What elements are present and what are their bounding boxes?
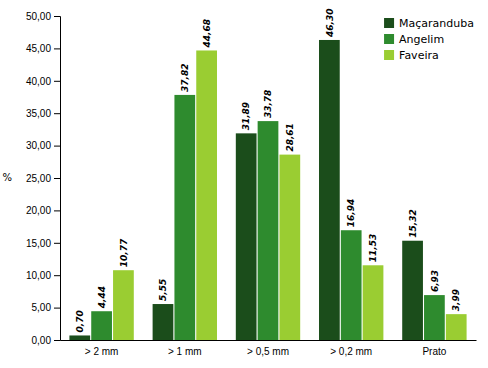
x-tick: > 0,5 mm	[247, 340, 289, 357]
legend-label: Maçaranduba	[399, 17, 474, 30]
y-tick-mark	[54, 275, 60, 276]
legend-swatch	[384, 50, 394, 60]
data-labels: 0,70 5,55 31,89 46,30 15,32 4,44 37,82 33,78 16,…	[75, 9, 461, 333]
y-tick-mark	[54, 113, 60, 114]
y-tick-label: 15,00	[26, 238, 51, 249]
bar	[196, 50, 217, 340]
y-tick-mark	[54, 48, 60, 49]
y-tick: 10,00	[26, 270, 60, 281]
legend-label: Angelim	[399, 33, 444, 46]
y-tick: 45,00	[26, 43, 60, 54]
bar	[341, 230, 362, 340]
y-tick: 40,00	[26, 76, 60, 87]
bar	[258, 121, 279, 340]
y-tick-label: 25,00	[26, 173, 51, 184]
y-tick-label: 5,00	[32, 302, 52, 313]
bars	[69, 40, 466, 340]
y-tick-mark	[54, 178, 60, 179]
bar	[174, 95, 195, 340]
y-tick-mark	[54, 340, 60, 341]
data-label: 11,53	[368, 234, 378, 262]
y-tick-mark	[54, 146, 60, 147]
x-axis: > 2 mm > 1 mm > 0,5 mm > 0,2 mm Prato	[61, 340, 477, 357]
y-tick: 25,00	[26, 173, 60, 184]
y-axis-label: %	[2, 172, 12, 183]
legend-swatch	[384, 18, 394, 28]
bar	[69, 335, 90, 340]
bar	[424, 295, 445, 340]
x-tick: Prato	[422, 340, 446, 357]
legend-item: Maçaranduba	[384, 17, 474, 30]
y-tick: 30,00	[26, 140, 60, 151]
x-tick: > 1 mm	[168, 340, 202, 357]
bar	[236, 133, 257, 340]
x-tick-label: > 0,2 mm	[330, 346, 372, 357]
plot: 0,00 5,00 10,00 15,00 20,00 25,00 30,00 35,00 40…	[2, 9, 476, 358]
x-tick: > 0,2 mm	[330, 340, 372, 357]
x-axis-line	[61, 340, 477, 341]
bar-series	[69, 40, 423, 340]
bar-series	[91, 95, 445, 340]
data-label: 33,78	[263, 90, 273, 118]
y-tick-label: 30,00	[26, 140, 51, 151]
y-tick: 35,00	[26, 108, 60, 119]
data-label: 0,70	[75, 310, 85, 332]
data-label: 28,61	[285, 123, 295, 151]
data-label: 46,30	[325, 9, 335, 38]
y-tick-mark	[54, 243, 60, 244]
data-label: 16,94	[346, 199, 356, 227]
legend-item: Faveira	[384, 49, 439, 62]
y-axis: 0,00 5,00 10,00 15,00 20,00 25,00 30,00 35,00 40…	[26, 11, 61, 346]
y-tick: 15,00	[26, 238, 60, 249]
x-tick-label: > 2 mm	[85, 346, 119, 357]
y-tick: 5,00	[32, 302, 60, 313]
y-tick: 50,00	[26, 11, 60, 22]
bar	[402, 241, 423, 340]
data-label: 10,77	[119, 238, 129, 267]
y-tick-label: 0,00	[32, 335, 52, 346]
data-label: 44,68	[202, 19, 212, 48]
x-tick-label: > 1 mm	[168, 346, 202, 357]
x-tick-label: Prato	[422, 346, 446, 357]
bar	[279, 155, 300, 340]
legend: Maçaranduba Angelim Faveira	[384, 17, 474, 62]
bar	[319, 40, 340, 340]
data-label: 15,32	[408, 209, 418, 237]
y-tick-label: 20,00	[26, 205, 51, 216]
chart: 0,00 5,00 10,00 15,00 20,00 25,00 30,00 35,00 40…	[0, 0, 488, 368]
data-label: 6,93	[430, 270, 440, 292]
bar	[91, 311, 112, 340]
bar	[363, 265, 384, 340]
y-axis-line	[54, 17, 61, 341]
y-tick-mark	[54, 308, 60, 309]
bar	[113, 270, 134, 340]
y-tick-label: 45,00	[26, 43, 51, 54]
y-tick-label: 10,00	[26, 270, 51, 281]
y-tick-mark	[54, 81, 60, 82]
legend-label: Faveira	[399, 49, 439, 62]
data-label: 5,55	[158, 279, 168, 301]
y-tick: 20,00	[26, 205, 60, 216]
y-tick-mark	[54, 16, 60, 17]
data-label: 31,89	[241, 102, 251, 130]
bar	[153, 304, 174, 340]
data-label: 37,82	[180, 63, 190, 91]
data-label: 4,44	[97, 286, 107, 309]
y-tick: 0,00	[32, 335, 60, 346]
x-tick-label: > 0,5 mm	[247, 346, 289, 357]
bar	[446, 314, 467, 340]
bar-series	[113, 50, 467, 340]
legend-item: Angelim	[384, 33, 444, 46]
y-tick-mark	[54, 210, 60, 211]
y-tick-label: 35,00	[26, 108, 51, 119]
x-tick: > 2 mm	[85, 340, 119, 357]
data-label: 3,99	[451, 289, 461, 311]
legend-swatch	[384, 34, 394, 44]
y-tick-label: 50,00	[26, 11, 51, 22]
y-tick-label: 40,00	[26, 76, 51, 87]
